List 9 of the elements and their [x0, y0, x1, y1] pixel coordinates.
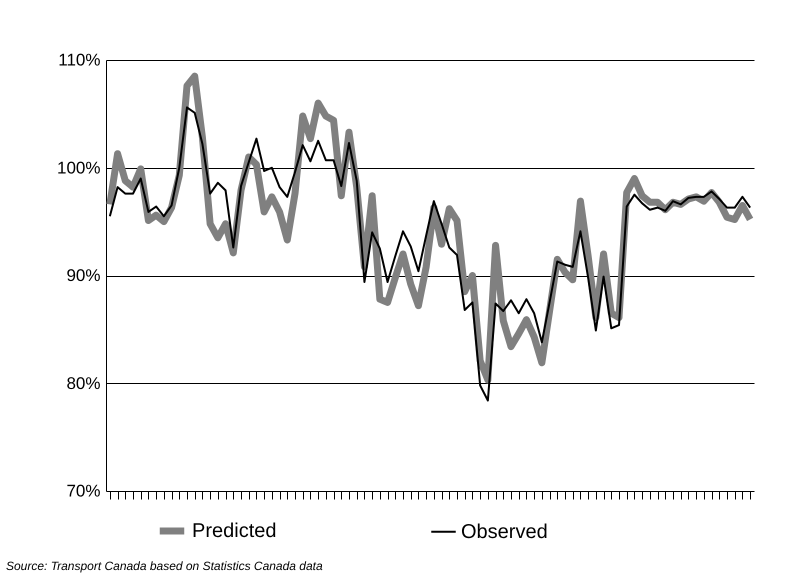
line-series	[108, 106, 752, 402]
y-tick-label: 90%	[66, 266, 100, 285]
legend-label: Predicted	[192, 520, 276, 542]
y-tick-label: 100%	[57, 158, 100, 178]
y-tick-label: 110%	[58, 50, 100, 70]
y-tick-label: 70%	[66, 482, 100, 500]
legend-label: Observed	[461, 520, 548, 543]
y-tick-label: 80%	[66, 374, 100, 393]
source-note: Source: Transport Canada based on Statistics Canada data	[6, 559, 323, 573]
